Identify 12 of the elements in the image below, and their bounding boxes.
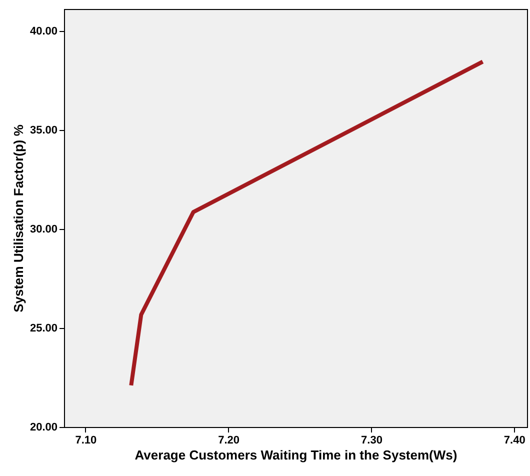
x-axis-title: Average Customers Waiting Time in the System(Ws)	[134, 448, 458, 462]
x-tick-label: 7.30	[361, 434, 382, 446]
x-tick-label: 7.40	[504, 434, 526, 446]
x-tick-label: 7.10	[75, 434, 97, 446]
line-series	[129, 60, 485, 388]
y-tick-label: 40.00	[30, 25, 58, 38]
y-tick-label: 20.00	[30, 422, 58, 434]
y-axis-title: System Utilisation Factor(p) %	[10, 124, 26, 312]
y-tick-label: 25.00	[30, 322, 58, 334]
y-tick-label: 30.00	[30, 223, 58, 236]
x-tick-label: 7.20	[218, 434, 240, 446]
y-tick-label: 35.00	[30, 124, 58, 136]
